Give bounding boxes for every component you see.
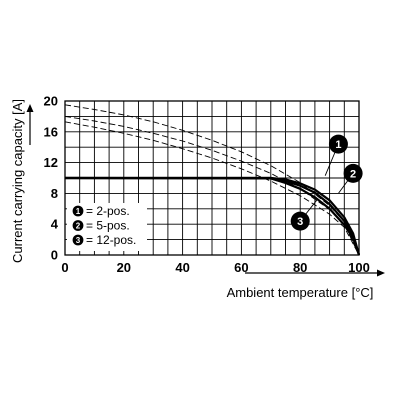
- legend-label: = 5-pos.: [86, 219, 130, 233]
- callout-badge-3: [290, 211, 310, 231]
- solid-curve-3: [64, 176, 361, 256]
- series-lines: [64, 104, 361, 256]
- legend-marker-3: [72, 234, 84, 246]
- x-tick-label: 100: [348, 260, 370, 275]
- callout-badge-2: [343, 163, 363, 183]
- y-tick-label: 4: [51, 217, 59, 232]
- legend-marker-1: [72, 205, 84, 217]
- legend-marker-number: 3: [76, 236, 81, 245]
- x-axis-title: Ambient temperature [°C]: [227, 285, 374, 300]
- dashed-curve-3: [64, 121, 360, 256]
- legend-marker-2: [72, 220, 84, 231]
- callout-number-2: 2: [350, 168, 356, 180]
- y-tick-label: 12: [44, 155, 58, 170]
- y-tick-labels: 0 4 8 12 16 20: [44, 94, 59, 263]
- y-tick-label: 8: [51, 186, 58, 201]
- legend-marker-number: 2: [76, 222, 81, 231]
- legend-label: = 2-pos.: [86, 204, 130, 218]
- dashed-curve-1: [64, 104, 360, 256]
- x-tick-label: 0: [61, 260, 68, 275]
- y-tick-label: 20: [44, 94, 58, 109]
- legend-label: = 12-pos.: [86, 233, 136, 247]
- dashed-curve-2: [64, 115, 360, 256]
- callout-badge-1: [328, 134, 348, 154]
- callouts: 1 2 3: [290, 134, 363, 231]
- legend: 1 = 2-pos. 2 = 5-pos. 3 = 12-pos.: [67, 203, 147, 251]
- y-axis-title: Current carrying capacity [A]: [10, 99, 25, 263]
- x-tick-label: 80: [293, 260, 307, 275]
- callout-number-1: 1: [335, 139, 341, 151]
- x-tick-labels: 0 20 40 60 80 100: [61, 260, 369, 275]
- x-tick-label: 20: [117, 260, 131, 275]
- x-tick-label: 40: [175, 260, 189, 275]
- x-axis-arrow: [245, 269, 385, 277]
- y-axis-arrow: [26, 104, 34, 145]
- callout-number-3: 3: [297, 216, 303, 228]
- x-tick-label: 60: [234, 260, 248, 275]
- y-tick-label: 16: [44, 124, 58, 139]
- y-tick-label: 0: [51, 248, 58, 263]
- legend-marker-number: 1: [76, 207, 81, 216]
